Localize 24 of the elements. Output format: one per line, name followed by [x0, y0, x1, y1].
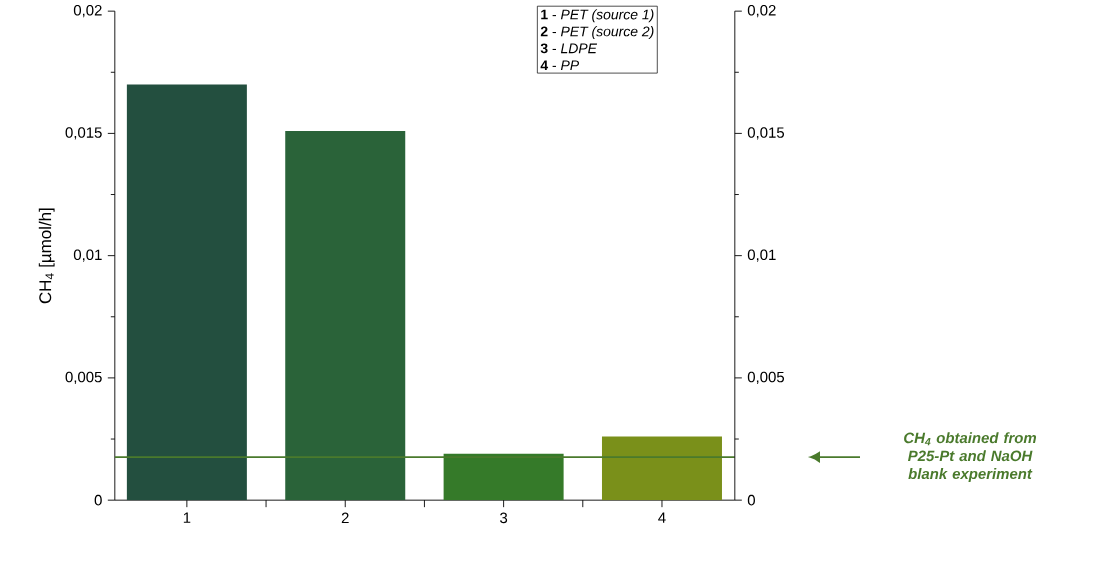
bar [285, 131, 406, 501]
y-tick-label: 0,015 [65, 127, 102, 140]
bar [443, 453, 564, 501]
annotation: 1 - PET (source 1) [541, 9, 654, 23]
y2-tick-label: 0,015 [747, 127, 785, 140]
y-tick-label: 0,01 [73, 249, 102, 262]
bar [601, 436, 722, 501]
ref-line-label: CH$_{4}$ obtained from P25-Pt and NaOH blank experiment [904, 432, 1037, 483]
x-tick-label: 4 [658, 512, 666, 523]
y2-tick-label: 0,02 [747, 5, 776, 18]
annotation: 2 - PET (source 2) [540, 26, 654, 40]
y-tick-label: 0 [94, 494, 102, 506]
x-tick-label: 1 [183, 512, 191, 523]
y-tick-label: 0,02 [73, 5, 102, 18]
y2-tick-label: 0 [747, 494, 755, 506]
y-axis-title: CH$_{4}$ [µmol/h] [38, 208, 55, 304]
annotation: 3 - LDPE [540, 43, 598, 54]
x-tick-label: 2 [341, 512, 349, 524]
y2-tick-label: 0,01 [747, 249, 776, 262]
annotation: 4 - PP [540, 60, 580, 71]
y2-tick-label: 0,005 [747, 371, 785, 385]
y-tick-label: 0,005 [65, 371, 102, 385]
x-tick-label: 3 [500, 512, 508, 524]
bar [126, 84, 247, 501]
